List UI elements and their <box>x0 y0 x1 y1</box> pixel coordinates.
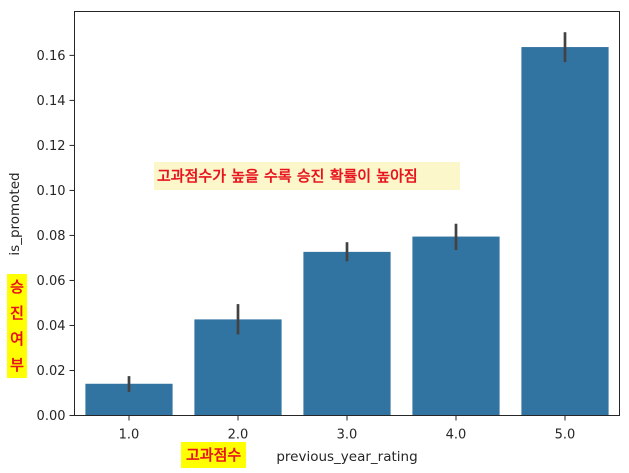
y-axis-label: is_promoted <box>7 172 23 255</box>
y-tick-label: 0.16 <box>37 49 66 64</box>
y-tick-label: 0.10 <box>37 184 66 199</box>
y-tick-label: 0.14 <box>37 94 66 109</box>
annotation-main: 고과점수가 높을 수록 승진 확률이 높아짐 <box>154 162 460 190</box>
y-tick-label: 0.06 <box>37 274 66 289</box>
bar <box>412 236 500 416</box>
x-tick-label: 3.0 <box>337 428 358 443</box>
bar <box>303 251 391 416</box>
bar <box>194 319 282 416</box>
annotation-y-char: 진 <box>10 303 24 322</box>
bars-group <box>85 47 609 416</box>
x-tick-label: 2.0 <box>228 428 249 443</box>
annotation-x-note: 고과점수 <box>181 442 247 468</box>
y-axis-ticks: 0.00 0.02 0.04 0.06 0.08 0.10 0.12 0.14 0.16 <box>37 49 75 424</box>
annotation-y-char: 부 <box>10 355 24 374</box>
y-tick-label: 0.04 <box>37 319 66 334</box>
y-tick-label: 0.08 <box>37 229 66 244</box>
x-axis-label: previous_year_rating <box>276 449 417 465</box>
annotation-y-char: 여 <box>10 329 24 348</box>
annotation-y-note: 승 진 여 부 <box>7 274 27 378</box>
x-axis-ticks: 1.0 2.0 3.0 4.0 5.0 <box>119 415 576 443</box>
y-tick-label: 0.12 <box>37 139 66 154</box>
error-bars-group <box>127 32 567 392</box>
x-tick-label: 1.0 <box>119 428 140 443</box>
x-tick-label: 5.0 <box>555 428 576 443</box>
bar <box>521 47 609 416</box>
x-tick-label: 4.0 <box>446 428 467 443</box>
y-tick-label: 0.00 <box>37 409 66 424</box>
y-tick-label: 0.02 <box>37 364 66 379</box>
annotation-y-char: 승 <box>10 277 24 296</box>
axes-frame <box>74 11 620 416</box>
